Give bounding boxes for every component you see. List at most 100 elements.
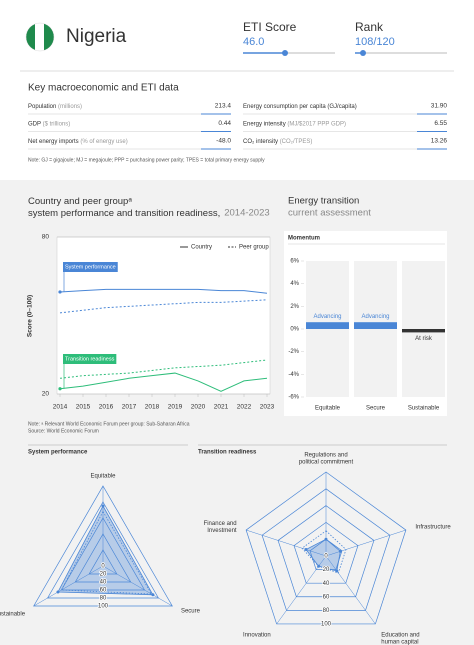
group-label: Transition readiness: [65, 356, 115, 362]
chart-title: Energy transition: [288, 196, 359, 207]
radar-spoke: [246, 529, 327, 557]
axis-label: Secure: [181, 609, 201, 615]
radar-tick-label: 100: [98, 604, 109, 610]
axis-label: Sustainable: [0, 612, 26, 618]
radar-grid: [293, 521, 359, 584]
axis-label: Education and: [381, 633, 419, 639]
legend-label: Peer group: [239, 245, 269, 251]
radar-series: [305, 538, 341, 572]
axis-label: Innovation: [243, 633, 271, 639]
y-tick-label: 6%: [290, 259, 299, 265]
radar-tick-label: 0: [101, 564, 105, 570]
peer-note: Note: ᵃ Relevant World Economic Forum pe…: [28, 421, 190, 427]
axis-label: Infrastructure: [415, 525, 451, 531]
bar: [354, 322, 397, 329]
plot-area: [56, 236, 271, 395]
axis-label: human capital: [381, 640, 418, 645]
series-line: [59, 372, 268, 392]
axis-label: Investment: [207, 528, 237, 534]
radar-point: [338, 549, 342, 553]
radar-series: [301, 530, 347, 574]
radar-grid: [33, 485, 173, 607]
group-label: System performance: [65, 264, 116, 270]
label: Net energy imports: [28, 139, 79, 145]
x-tick-label: 2020: [191, 404, 206, 411]
status-label: Advancing: [313, 314, 341, 320]
rank-value: 108/120: [355, 36, 395, 48]
row-value: -48.0: [216, 138, 231, 145]
chart-subtitle: current assessment: [288, 208, 371, 219]
radar-point: [56, 590, 60, 594]
row-label: Energy consumption per capita (GJ/capita…: [243, 104, 357, 110]
eti-slider-knob: [282, 50, 288, 56]
row-value: 6.55: [434, 120, 447, 127]
start-point: [58, 387, 62, 391]
source-note: Source: World Economic Forum: [28, 428, 99, 434]
y-tick-label: -6%: [288, 395, 299, 401]
x-tick-label: 2018: [145, 404, 160, 411]
series-line: [59, 359, 268, 379]
radar-point: [324, 537, 328, 541]
x-tick-label: 2017: [122, 404, 137, 411]
row-value: 213.4: [215, 103, 232, 110]
radar-tick-label: 20: [100, 572, 107, 578]
radar-tick-label: 80: [323, 608, 330, 614]
radar-spoke: [102, 565, 173, 607]
radar-spoke: [33, 565, 104, 607]
radar-grid: [309, 538, 343, 570]
radar-spoke: [325, 555, 376, 625]
x-tick-label: 2014: [53, 404, 68, 411]
row-label: Population (millions): [28, 104, 82, 110]
bar: [306, 322, 349, 329]
y-tick-label: 20: [42, 391, 50, 398]
label: CO₂ intensity: [243, 139, 278, 145]
eti-value: 46.0: [243, 36, 264, 48]
radar-tick-label: 40: [100, 580, 107, 586]
radar-point: [151, 593, 155, 597]
legend-label: Country: [191, 245, 212, 251]
radar-tick-label: 0: [324, 554, 328, 560]
status-label: At risk: [415, 336, 433, 342]
radar-point: [101, 504, 105, 508]
series-line: [59, 299, 268, 314]
radar-grid: [74, 533, 132, 583]
y-tick-label: 80: [42, 234, 50, 241]
group-label-box: [63, 262, 118, 272]
x-tick-label: 2015: [76, 404, 91, 411]
radar-tick-label: 100: [321, 622, 332, 628]
x-tick-label: 2016: [99, 404, 114, 411]
macro-title: Key macroeconomic and ETI data: [28, 83, 179, 94]
unit: (millions): [58, 104, 82, 110]
radar-series: [57, 505, 154, 596]
country-name: Nigeria: [66, 26, 127, 47]
start-point: [58, 290, 62, 294]
row-value: 13.26: [431, 138, 448, 145]
row-label: GDP ($ trillions): [28, 121, 70, 127]
radar-grid: [46, 501, 160, 599]
radar-tick-label: 40: [323, 581, 330, 587]
row-label: Net energy imports (% of energy use): [28, 139, 128, 145]
axis-label: political commitment: [299, 460, 354, 466]
y-axis-label: Score (0–100): [27, 295, 34, 337]
chart-subtitle: 2014-2023: [224, 208, 269, 219]
x-tick-label: 2023: [260, 404, 275, 411]
radar-title: Transition readiness: [198, 450, 257, 456]
radar-grid: [88, 549, 118, 575]
y-tick-label: 0%: [290, 327, 299, 333]
radar-tick-label: 20: [323, 567, 330, 573]
unit: (% of energy use): [80, 139, 127, 145]
unit: (MJ/$2017 PPP GDP): [287, 121, 346, 127]
x-tick-label: Equitable: [315, 406, 341, 412]
row-label: Energy intensity (MJ/$2017 PPP GDP): [243, 121, 346, 127]
label: Energy consumption per capita (GJ/capita…: [243, 104, 357, 110]
x-tick-label: 2019: [168, 404, 183, 411]
title-line: Country and peer groupᵃ: [28, 196, 132, 207]
series-line: [59, 288, 268, 294]
radar-grid: [277, 505, 375, 598]
row-value: 31.90: [431, 103, 448, 110]
radar-tick-label: 60: [323, 594, 330, 600]
unit: ($ trillions): [43, 121, 71, 127]
y-tick-label: -4%: [288, 372, 299, 378]
x-tick-label: Sustainable: [408, 406, 440, 412]
